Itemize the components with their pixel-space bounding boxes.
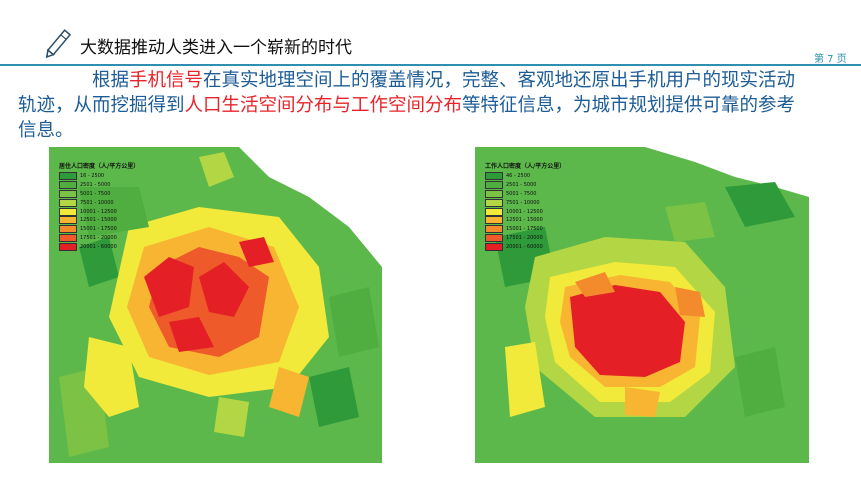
residential-density-map: 居住人口密度（人/平方公里） 16 - 2500 2501 - 5000 500… — [49, 147, 382, 463]
legend-swatch — [59, 181, 77, 190]
title-divider — [0, 64, 861, 66]
legend-swatch — [59, 225, 77, 234]
legend-label: 7501 - 10000 — [506, 199, 540, 206]
legend-item: 20001 - 60000 — [485, 242, 565, 251]
legend-swatch — [485, 198, 503, 207]
legend-item: 17501 - 20000 — [59, 233, 139, 243]
legend-item: 2501 - 5000 — [59, 181, 139, 190]
legend-item: 15001 - 17500 — [59, 225, 139, 234]
legend-label: 17501 - 20000 — [80, 234, 117, 241]
legend-swatch — [485, 225, 503, 234]
working-legend: 工作人口密度（人/平方公里） 46 - 2500 2501 - 5000 500… — [485, 161, 565, 251]
text-segment: 根据 — [92, 70, 130, 91]
legend-label: 17501 - 20000 — [506, 234, 543, 241]
legend-label: 20001 - 60000 — [506, 243, 543, 250]
legend-label: 2501 - 5000 — [80, 182, 111, 189]
legend-label: 10001 - 12500 — [506, 208, 543, 215]
legend-label: 5001 - 7500 — [506, 190, 537, 197]
highlight-segment: 人口生活空间分布与工作空间分布 — [184, 95, 463, 116]
legend-item: 20001 - 60000 — [59, 242, 139, 251]
legend-swatch — [59, 198, 77, 207]
legend-swatch — [485, 233, 503, 242]
legend-item: 12501 - 15000 — [59, 216, 139, 225]
legend-swatch — [485, 216, 503, 225]
legend-label: 46 - 2500 — [506, 173, 531, 180]
legend-item: 16 - 2500 — [59, 172, 139, 181]
legend-swatch — [485, 172, 503, 181]
working-map-graphic — [475, 147, 809, 463]
legend-swatch — [485, 181, 503, 190]
legend-swatch — [59, 216, 77, 225]
legend-label: 12501 - 15000 — [80, 217, 117, 224]
legend-item: 2501 - 5000 — [485, 181, 565, 190]
legend-item: 46 - 2500 — [485, 172, 565, 181]
legend-swatch — [59, 189, 77, 198]
residential-map-graphic — [49, 147, 382, 463]
legend-label: 15001 - 17500 — [506, 226, 543, 233]
legend-swatch — [485, 242, 503, 251]
legend-title: 居住人口密度（人/平方公里） — [59, 163, 140, 170]
legend-swatch — [485, 189, 503, 198]
working-density-map: 工作人口密度（人/平方公里） 46 - 2500 2501 - 5000 500… — [475, 147, 809, 463]
legend-swatch — [59, 233, 77, 242]
pencil-icon — [45, 29, 72, 59]
legend-item: 7501 - 10000 — [59, 198, 139, 207]
slide-title: 大数据推动人类进入一个崭新的时代 — [80, 38, 352, 58]
text-segment: 等特征信息，为城市规划提供可靠的参考信息。 — [18, 95, 796, 141]
legend-swatch — [485, 207, 503, 216]
legend-label: 10001 - 12500 — [80, 208, 117, 215]
legend-swatch — [59, 242, 77, 251]
legend-item: 5001 - 7500 — [485, 189, 565, 199]
legend-item: 10001 - 12500 — [485, 207, 565, 216]
legend-item: 5001 - 7500 — [59, 189, 139, 199]
legend-label: 15001 - 17500 — [80, 226, 117, 233]
residential-legend: 居住人口密度（人/平方公里） 16 - 2500 2501 - 5000 500… — [59, 161, 139, 251]
highlight-segment: 手机信号 — [129, 70, 204, 91]
legend-item: 7501 - 10000 — [485, 198, 565, 207]
legend-label: 7501 - 10000 — [80, 199, 114, 206]
legend-label: 2501 - 5000 — [506, 182, 537, 189]
legend-label: 20001 - 60000 — [80, 243, 117, 250]
legend-item: 10001 - 12500 — [59, 207, 139, 216]
legend-label: 5001 - 7500 — [80, 190, 111, 197]
legend-swatch — [59, 172, 77, 181]
legend-swatch — [59, 207, 77, 216]
legend-item: 12501 - 15000 — [485, 216, 565, 225]
body-paragraph: 根据手机信号在真实地理空间上的覆盖情况，完整、客观地还原出手机用户的现实活动轨迹… — [18, 68, 808, 143]
page-number: 第 7 页 — [814, 54, 847, 65]
legend-title: 工作人口密度（人/平方公里） — [485, 163, 566, 170]
legend-item: 17501 - 20000 — [485, 233, 565, 243]
text-segment: 在真实地理空间上的覆盖情况，完整、客观地还原出手机用户的现实活动轨迹，从而挖掘得… — [18, 70, 796, 116]
legend-item: 15001 - 17500 — [485, 225, 565, 234]
legend-label: 12501 - 15000 — [506, 217, 543, 224]
legend-label: 16 - 2500 — [80, 173, 105, 180]
